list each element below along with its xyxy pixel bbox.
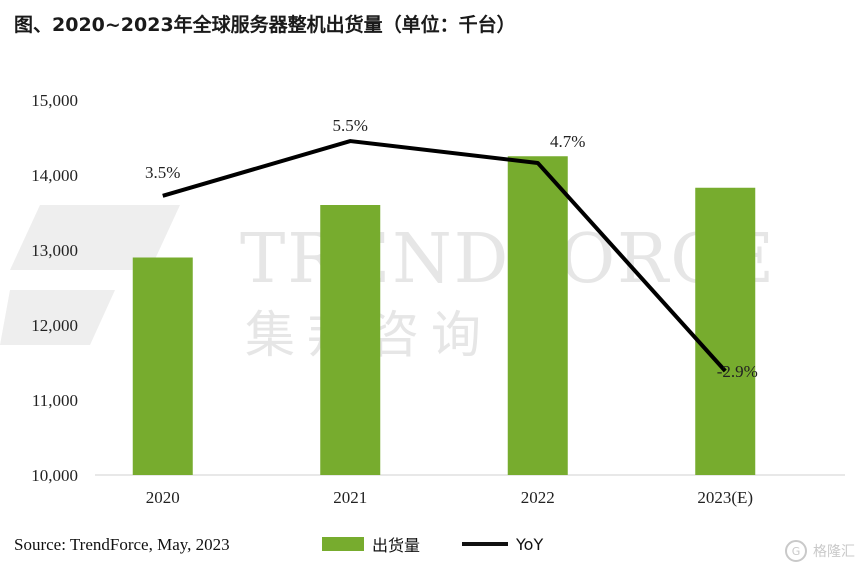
yoy-line-series: 3.5% 5.5% 4.7% -2.9% xyxy=(145,116,758,381)
x-tick-label: 2023(E) xyxy=(697,488,753,507)
y-tick-label: 11,000 xyxy=(32,391,78,410)
legend-label-shipments: 出货量 xyxy=(372,536,421,555)
legend-label-yoy: YoY xyxy=(516,534,544,554)
watermark-logo-shape xyxy=(0,290,115,345)
y-tick-label: 12,000 xyxy=(31,316,78,335)
bar-series xyxy=(132,156,756,475)
y-tick-label: 13,000 xyxy=(31,241,78,260)
bar-2022 xyxy=(507,156,568,475)
watermark-badge: G 格隆汇 xyxy=(785,540,855,562)
x-tick-label: 2020 xyxy=(146,488,180,507)
yoy-data-label: 5.5% xyxy=(333,116,368,135)
yoy-data-label: 4.7% xyxy=(550,132,585,151)
legend-swatch-bar xyxy=(322,537,364,551)
x-axis: 2020 2021 2022 2023(E) xyxy=(146,488,753,507)
bar-2021 xyxy=(320,205,381,475)
x-tick-label: 2021 xyxy=(333,488,367,507)
legend: 出货量 YoY xyxy=(322,532,543,556)
y-tick-label: 10,000 xyxy=(31,466,78,485)
source-note: Source: TrendForce, May, 2023 xyxy=(14,535,230,554)
y-tick-label: 14,000 xyxy=(31,166,78,185)
y-tick-label: 15,000 xyxy=(31,91,78,110)
legend-item-yoy: YoY xyxy=(462,535,543,554)
legend-swatch-line xyxy=(462,542,509,546)
trendforce-watermark: TRENDFORCE集邦咨询 xyxy=(0,205,774,364)
legend-item-shipments: 出货量 xyxy=(322,532,420,556)
badge-text: 格隆汇 xyxy=(813,544,855,560)
yoy-line xyxy=(162,139,727,373)
yoy-data-label: -2.9% xyxy=(717,362,758,381)
watermark-logo-shape xyxy=(10,205,180,270)
g-logo-icon: G xyxy=(785,540,807,562)
bar-2023(E) xyxy=(695,187,756,475)
chart-title: 图、2020~2023年全球服务器整机出货量（单位：千台） xyxy=(14,14,516,36)
x-tick-label: 2022 xyxy=(521,488,555,507)
yoy-data-label: 3.5% xyxy=(145,163,180,182)
bar-2020 xyxy=(132,257,193,475)
